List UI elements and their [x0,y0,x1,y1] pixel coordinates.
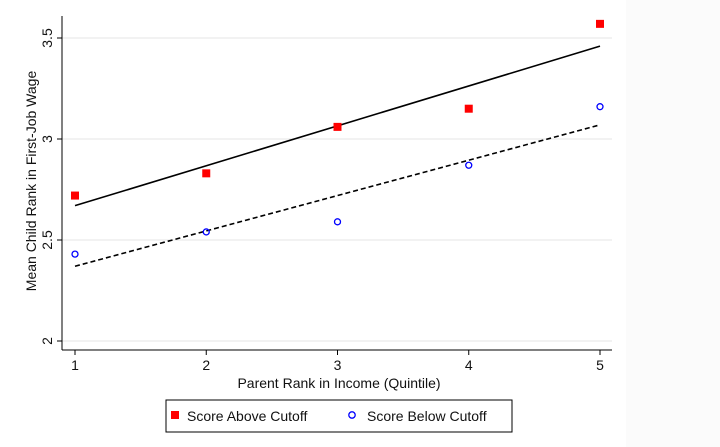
legend-marker-above [171,411,179,419]
right-border-strip [626,0,720,447]
legend-box [165,399,513,433]
legend-label-below: Score Below Cutoff [367,408,487,424]
legend-label-above: Score Above Cutoff [187,408,307,424]
x-tick-label-4: 5 [596,357,604,373]
legend-marker-below [348,411,356,419]
point-above-cutoff-4 [464,104,473,113]
point-above-cutoff-5 [596,19,604,28]
point-below-cutoff-2 [202,228,210,236]
x-tick-label-2: 3 [334,357,342,373]
point-below-cutoff-1 [71,250,79,258]
y-axis-title: Mean Child Rank in First-Job Wage [23,71,39,292]
y-tick-label-0: 2 [39,337,55,345]
legend: Score Above Cutoff Score Below Cutoff [165,399,513,433]
point-above-cutoff-2 [202,169,211,178]
x-tick-label-3: 4 [465,357,473,373]
x-axis-title: Parent Rank in Income (Quintile) [237,375,440,391]
y-tick-label-2: 3 [39,135,55,143]
x-tick-label-0: 1 [71,357,79,373]
point-below-cutoff-4 [465,161,473,169]
point-below-cutoff-3 [333,218,342,226]
data-markers [71,19,604,258]
point-above-cutoff-3 [333,122,342,131]
fit-line-below-cutoff [74,124,601,268]
point-below-cutoff-5 [596,103,604,111]
axis-layer: 2 2.5 3 3.5 1 2 3 4 5 [39,16,612,373]
y-tick-label-1: 2.5 [39,230,55,250]
y-tick-label-3: 3.5 [39,28,55,48]
x-tick-label-1: 2 [202,357,210,373]
point-above-cutoff-1 [71,191,79,200]
grid-layer [62,37,612,342]
